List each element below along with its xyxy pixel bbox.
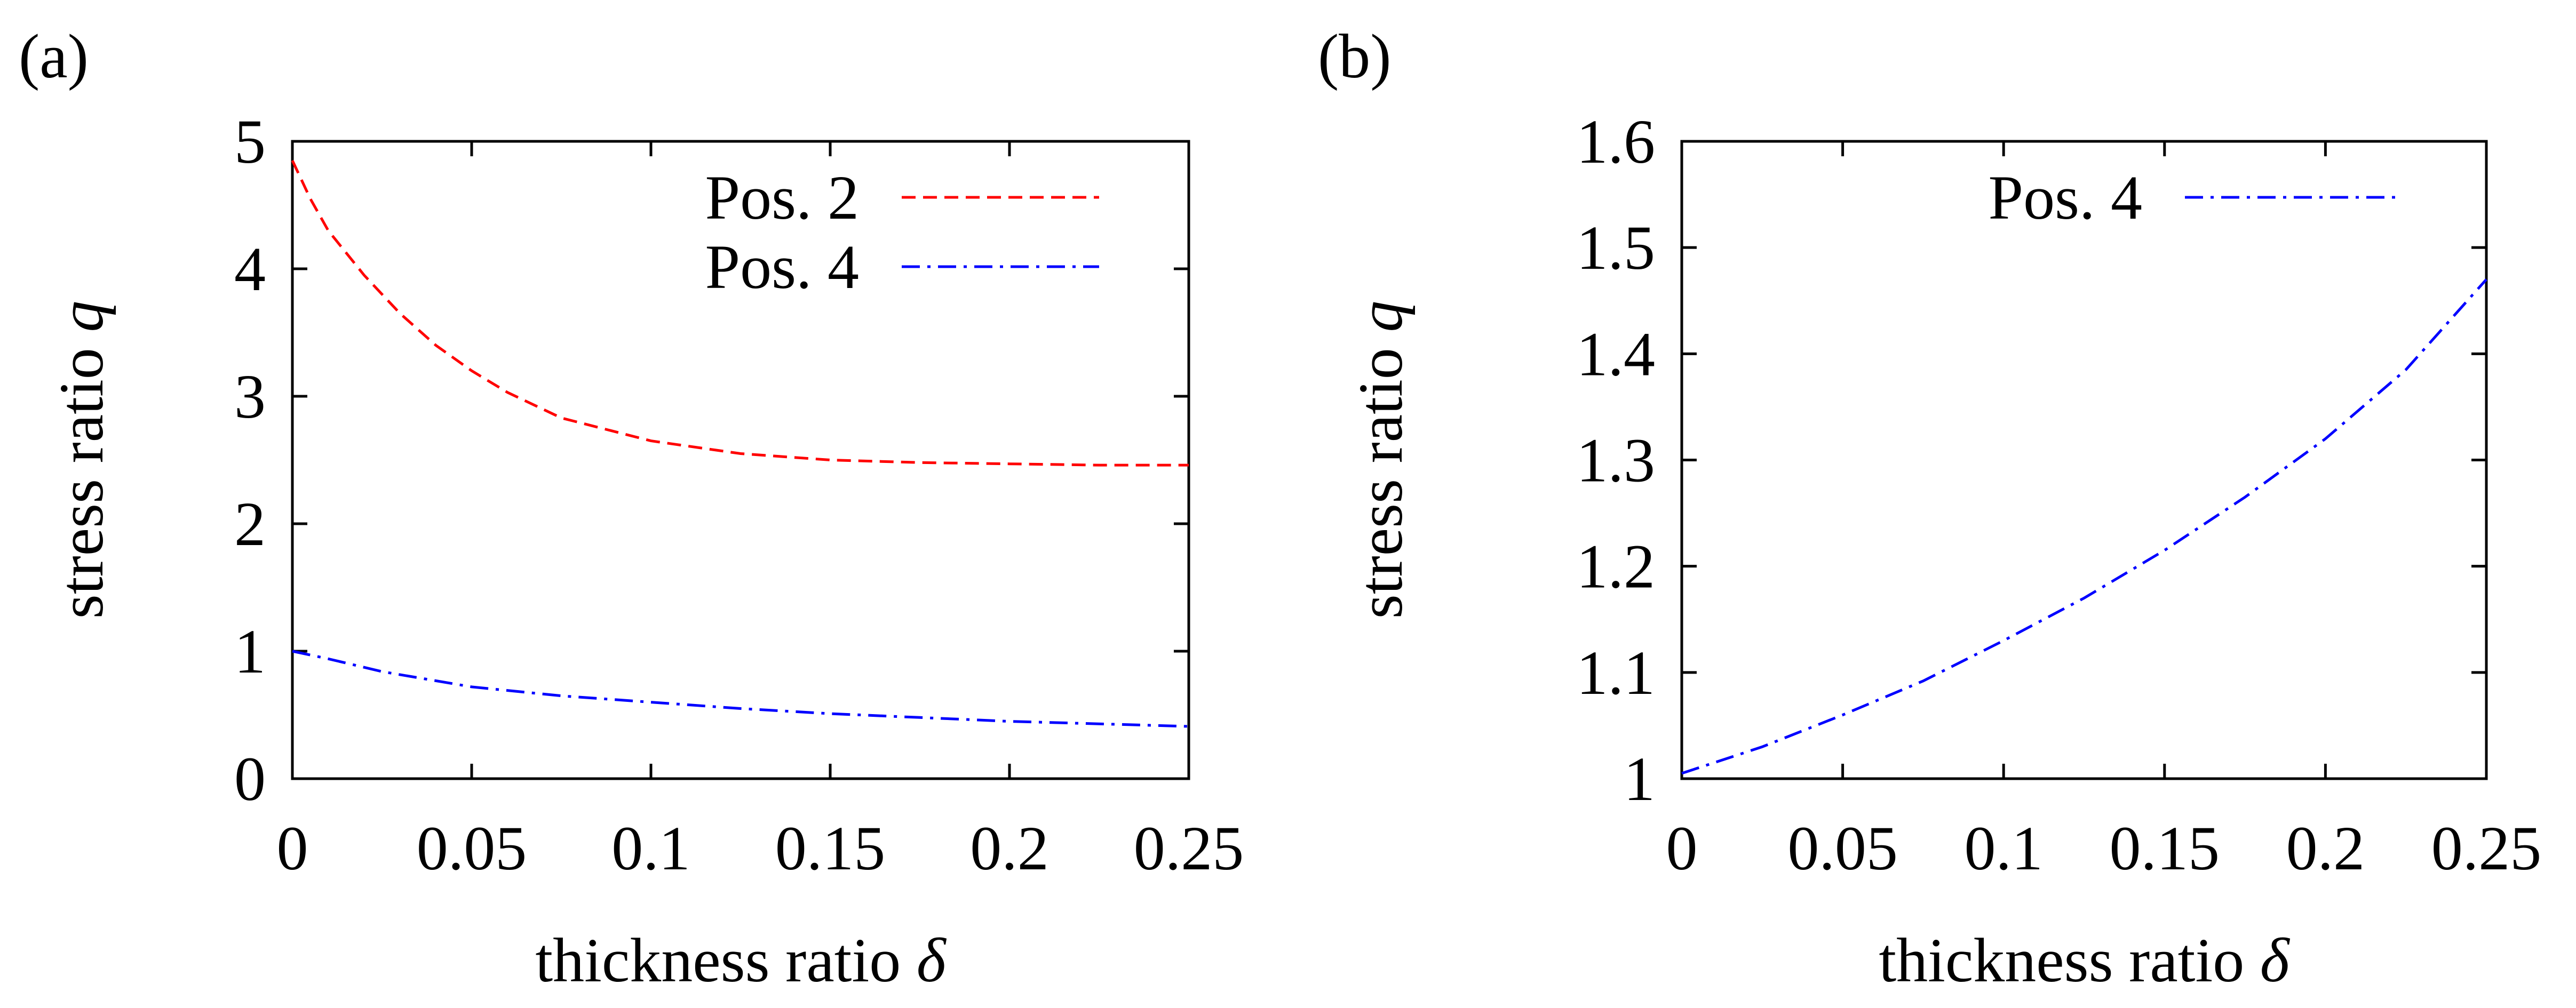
panel-a-ytick-label: 0 (234, 744, 266, 814)
panel-a-ylabel: stress ratio q (46, 301, 116, 619)
panel-b-ytick-label: 1 (1624, 744, 1655, 814)
panel-b-legend-label-pos-4: Pos. 4 (1988, 163, 2142, 233)
panel-a: (a) 0 0.05 0.1 0.15 0.2 0.25 0 1 2 3 4 5 Pos. 2Pos.… (19, 21, 1244, 995)
panel-b-label: (b) (1318, 21, 1392, 91)
panel-b-xtick-label: 0.05 (1787, 813, 1898, 883)
panel-b-series (1681, 278, 2487, 775)
panel-b-xtick-label: 0 (1666, 813, 1698, 883)
panel-b-ytick-label: 1.1 (1577, 638, 1656, 708)
panel-a-legend-label-pos-2: Pos. 2 (705, 163, 859, 233)
panel-a-ytick-label: 1 (234, 617, 266, 686)
panel-b-legend: Pos. 4 (1988, 163, 2401, 233)
panel-a-xlabel: thickness ratio δ (535, 925, 947, 995)
panel-a-ytick-label: 3 (234, 362, 266, 431)
panel-b-xtick-label: 0.1 (1964, 813, 2043, 883)
panel-a-series-pos-4 (292, 650, 1189, 728)
panel-a-ytick-label: 5 (234, 107, 266, 177)
panel-b-xtick-label: 0.25 (2431, 813, 2542, 883)
panel-a-xtick-label: 0.15 (775, 813, 886, 883)
panel-b-ticks: 0 0.05 0.1 0.15 0.2 0.25 1 1.1 1.2 1.3 1.4 1.5 1.6 (1577, 107, 2542, 883)
panel-b-series-pos-4 (1681, 278, 2487, 775)
panel-b-ytick-label: 1.3 (1577, 426, 1656, 495)
panel-a-legend-label-pos-4: Pos. 4 (705, 232, 859, 302)
panel-b-plot-frame (1680, 140, 2488, 780)
panel-a-xtick-label: 0.2 (970, 813, 1049, 883)
panel-b-xlabel: thickness ratio δ (1879, 925, 2290, 995)
panel-a-series (291, 159, 1189, 728)
panel-a-xtick-label: 0 (277, 813, 308, 883)
panel-a-ytick-label: 2 (234, 489, 266, 559)
panel-b-ytick-label: 1.4 (1577, 319, 1656, 389)
panel-b-ytick-label: 1.5 (1577, 213, 1656, 283)
panel-b-xtick-label: 0.15 (2110, 813, 2220, 883)
panel-b: (b) 0 0.05 0.1 0.15 0.2 0.25 1 1.1 1.2 1.3 1.4 1.5 1… (1318, 21, 2541, 995)
panel-b-xtick-label: 0.2 (2286, 813, 2365, 883)
panel-a-ytick-label: 4 (234, 234, 266, 304)
panel-a-label: (a) (19, 21, 89, 91)
panel-b-ytick-label: 1.2 (1577, 532, 1656, 602)
panel-a-plot-frame (291, 140, 1190, 780)
panel-a-ticks: 0 0.05 0.1 0.15 0.2 0.25 0 1 2 3 4 5 (234, 107, 1244, 883)
panel-b-ytick-label: 1.6 (1577, 107, 1656, 177)
panel-b-ylabel: stress ratio q (1346, 301, 1416, 619)
panel-a-xtick-label: 0.1 (611, 813, 690, 883)
panel-a-xtick-label: 0.25 (1134, 813, 1244, 883)
panel-a-xtick-label: 0.05 (417, 813, 527, 883)
panel-a-series-pos-2 (291, 159, 1189, 467)
